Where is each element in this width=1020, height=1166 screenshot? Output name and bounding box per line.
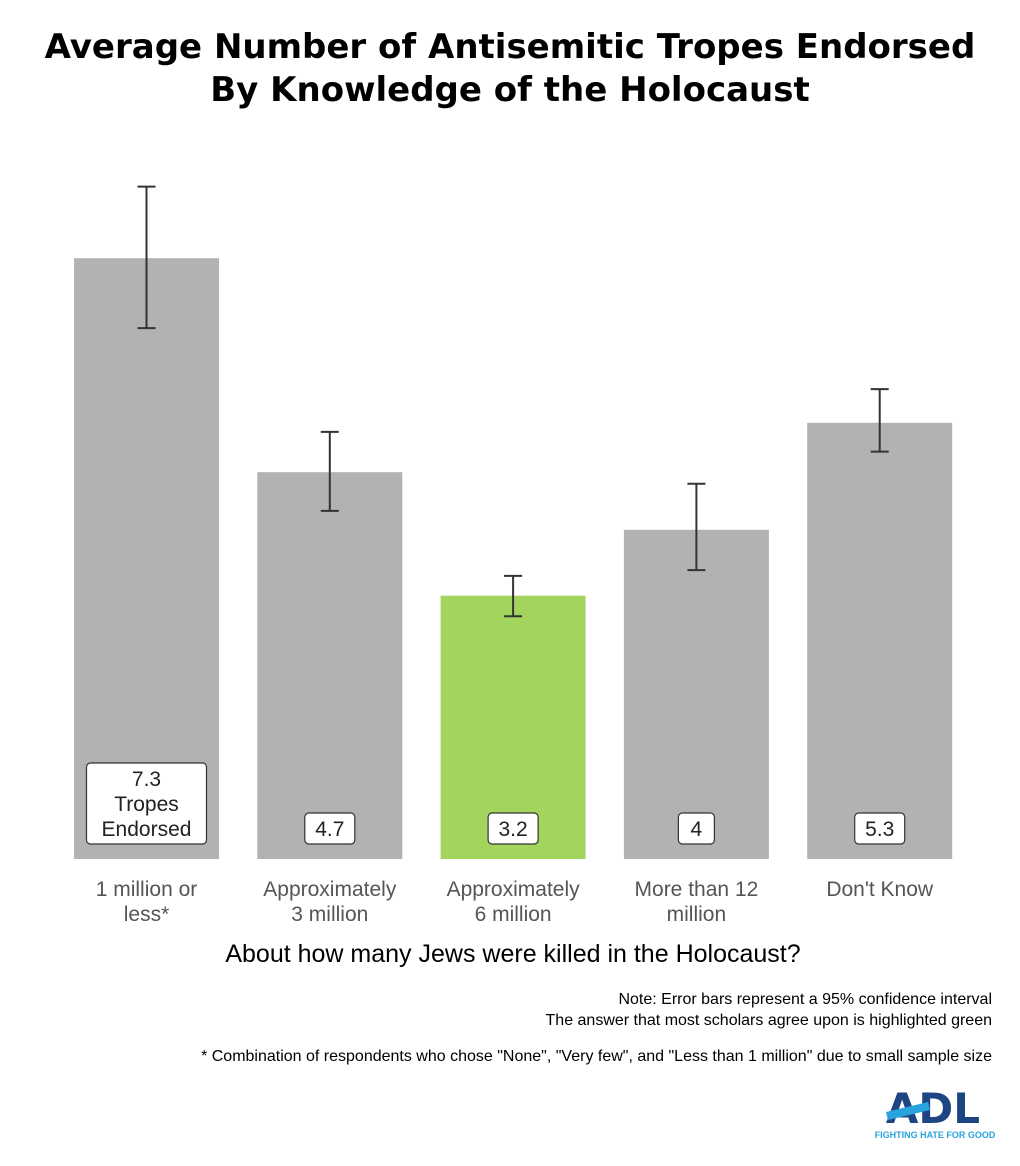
- footnote: * Combination of respondents who chose "…: [201, 1048, 992, 1065]
- chart-title-line-1: Average Number of Antisemitic Tropes End…: [45, 27, 976, 67]
- data-label: 5.3: [865, 818, 894, 841]
- note-line-1: Note: Error bars represent a 95% confide…: [618, 991, 992, 1008]
- x-tick-label: less*: [124, 903, 170, 926]
- note-line-2: The answer that most scholars agree upon…: [546, 1012, 992, 1029]
- data-label-box: [854, 812, 906, 845]
- chart-title-line-2: By Knowledge of the Holocaust: [210, 70, 809, 110]
- x-tick-label: Approximately: [263, 878, 397, 901]
- data-label-box: [304, 812, 356, 845]
- data-label: 4.7: [315, 818, 344, 841]
- logo-tagline: FIGHTING HATE FOR GOOD: [875, 1130, 996, 1140]
- bar: [807, 422, 953, 859]
- data-label-box: [677, 812, 716, 845]
- data-label: 7.3: [132, 768, 161, 791]
- x-tick-label: 6 million: [475, 903, 552, 926]
- data-label-box: [487, 812, 539, 845]
- data-label-box: [85, 762, 208, 845]
- adl-logo: ADL FIGHTING HATE FOR GOOD: [875, 1084, 996, 1140]
- data-label: 3.2: [498, 818, 527, 841]
- bar: [623, 529, 769, 859]
- data-label: Endorsed: [102, 818, 192, 841]
- x-tick-label: Approximately: [447, 878, 581, 901]
- bar: [74, 258, 219, 860]
- x-tick-label: 1 million or: [96, 878, 198, 901]
- x-tick-label: 3 million: [291, 903, 368, 926]
- data-label: 4: [691, 818, 703, 841]
- data-label: Tropes: [114, 793, 179, 816]
- x-tick-label: More than 12: [635, 878, 759, 901]
- bar: [257, 472, 403, 859]
- logo-swoosh: [886, 1102, 930, 1120]
- x-tick-label: Don't Know: [826, 878, 934, 901]
- x-axis-label: About how many Jews were killed in the H…: [225, 940, 800, 968]
- logo-text: ADL: [886, 1084, 980, 1133]
- x-tick-label: million: [667, 903, 727, 926]
